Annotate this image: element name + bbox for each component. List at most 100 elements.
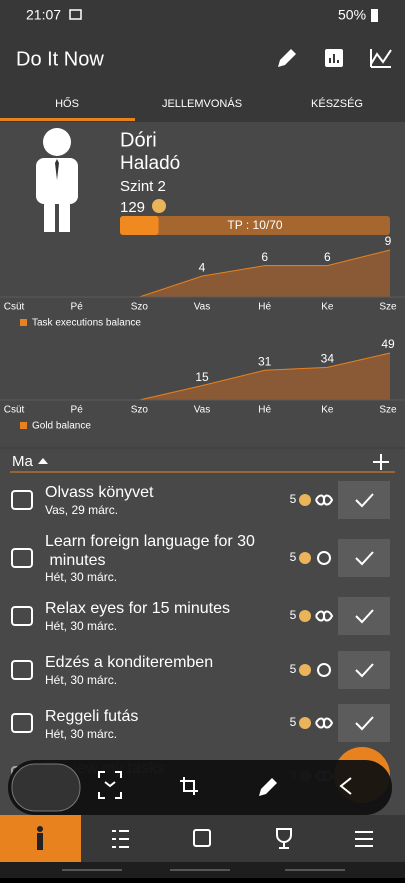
value-label: 31 (258, 354, 272, 368)
x-tick-label: Sze (379, 302, 397, 313)
thumbnail[interactable] (11, 763, 81, 812)
nav-hero-icon (37, 826, 43, 850)
task-reward: 5 (290, 715, 297, 729)
nav-trophy[interactable] (276, 828, 292, 849)
trend-button[interactable] (370, 49, 392, 68)
x-tick-label: Hé (258, 405, 271, 416)
done-button[interactable] (338, 704, 390, 742)
task-title: Reggeli futás (45, 708, 138, 725)
done-button[interactable] (338, 539, 390, 577)
tie (55, 159, 59, 180)
task-reward: 5 (290, 550, 297, 564)
task-title: Relax eyes for 15 minutes (45, 600, 230, 617)
area (14, 353, 390, 400)
nav-menu[interactable] (355, 831, 373, 847)
app-title: Do It Now (16, 48, 104, 70)
tab[interactable]: HŐS (55, 96, 79, 110)
value-label: 4 (199, 260, 206, 274)
value-label: 15 (195, 370, 209, 384)
gallery-icon (69, 9, 82, 20)
nav-calendar[interactable] (193, 829, 211, 847)
task-row[interactable]: Olvass könyvet Vas, 29 márc. 5 (11, 481, 390, 519)
task-reward: 5 (290, 492, 297, 506)
task-icon (11, 548, 33, 568)
screenshot-toolbar (8, 760, 392, 815)
task-icon (11, 490, 33, 510)
value-label: 6 (324, 250, 331, 264)
x-tick-label: Szo (131, 405, 149, 416)
coin (152, 199, 166, 213)
content-bg (0, 122, 405, 815)
task-date: Hét, 30 márc. (45, 619, 117, 633)
task-row[interactable]: Edzés a konditeremben Hét, 30 márc. 5 (11, 651, 390, 689)
task-reward: 5 (290, 608, 297, 622)
done-button[interactable] (338, 651, 390, 689)
check (355, 551, 374, 566)
done-button[interactable] (338, 481, 390, 519)
x-tick-label: Vas (194, 302, 211, 313)
crop[interactable] (180, 777, 198, 795)
tab[interactable]: KÉSZSÉG (311, 97, 363, 110)
x-tick-label: Sze (379, 405, 397, 416)
value-label: 9 (385, 234, 392, 248)
sort-toggle[interactable] (38, 458, 48, 464)
legend-label: Gold balance (32, 421, 91, 432)
task-icon (11, 606, 33, 626)
stats-glyph (329, 54, 339, 63)
hero-name: Dóri (120, 129, 157, 151)
repeat-forever (315, 610, 334, 622)
clock: 21:07 (26, 7, 61, 23)
x-tick-label: Vas (194, 405, 211, 416)
tab[interactable]: JELLEMVONÁS (162, 97, 242, 110)
hero-gold: 129 (120, 199, 145, 216)
task-icon (11, 660, 33, 680)
x-tick-label: Pé (71, 302, 84, 313)
tp-label: TP : 10/70 (227, 218, 282, 232)
task-row[interactable]: Learn foreign language for 30 minutesHét… (11, 533, 390, 584)
legend-swatch (20, 422, 27, 429)
task-row[interactable]: Relax eyes for 15 minutes Hét, 30 márc. 5 (11, 597, 390, 635)
x-tick-label: Pé (71, 405, 84, 416)
task-title: Olvass könyvet (45, 484, 154, 501)
coin (299, 610, 311, 622)
legend-label: Task executions balance (32, 318, 141, 329)
done-button[interactable] (338, 597, 390, 635)
task-date: Vas, 29 márc. (45, 503, 118, 517)
x-tick-label: Ke (321, 405, 334, 416)
x-tick-label: Csüt (4, 302, 25, 313)
x-tick-label: Ke (321, 302, 334, 313)
task-title: Edzés a konditeremben (45, 654, 213, 671)
task-date: Hét, 30 márc. (45, 727, 117, 741)
x-tick-label: Szo (131, 302, 149, 313)
repeat-forever (315, 717, 334, 729)
task-reward: 5 (290, 662, 297, 676)
x-tick-label: Csüt (4, 405, 25, 416)
draw[interactable] (259, 778, 277, 796)
add-button[interactable] (373, 454, 389, 470)
value-label: 49 (381, 337, 395, 351)
coin (299, 717, 311, 729)
battery-icon (371, 9, 378, 22)
repeat-cycle (317, 663, 331, 677)
legend-swatch (20, 319, 27, 326)
check (355, 493, 374, 508)
coin (299, 494, 311, 506)
check (355, 716, 374, 731)
section-title: Ma (12, 453, 33, 470)
area (14, 250, 390, 297)
check (355, 663, 374, 678)
task-icon (11, 713, 33, 733)
share[interactable] (339, 777, 352, 795)
tp-track (120, 216, 390, 235)
scroll-capture[interactable] (98, 771, 122, 799)
hero-rank: Haladó (120, 153, 180, 174)
task-row[interactable]: Reggeli futás Hét, 30 márc. 5 (11, 704, 390, 742)
value-label: 6 (261, 250, 268, 264)
coin (299, 664, 311, 676)
task-date: Hét, 30 márc. (45, 570, 117, 584)
nav-list[interactable] (112, 830, 129, 848)
task-title: Learn foreign language for 30 minutes (45, 533, 255, 569)
edit-button[interactable] (278, 49, 296, 67)
